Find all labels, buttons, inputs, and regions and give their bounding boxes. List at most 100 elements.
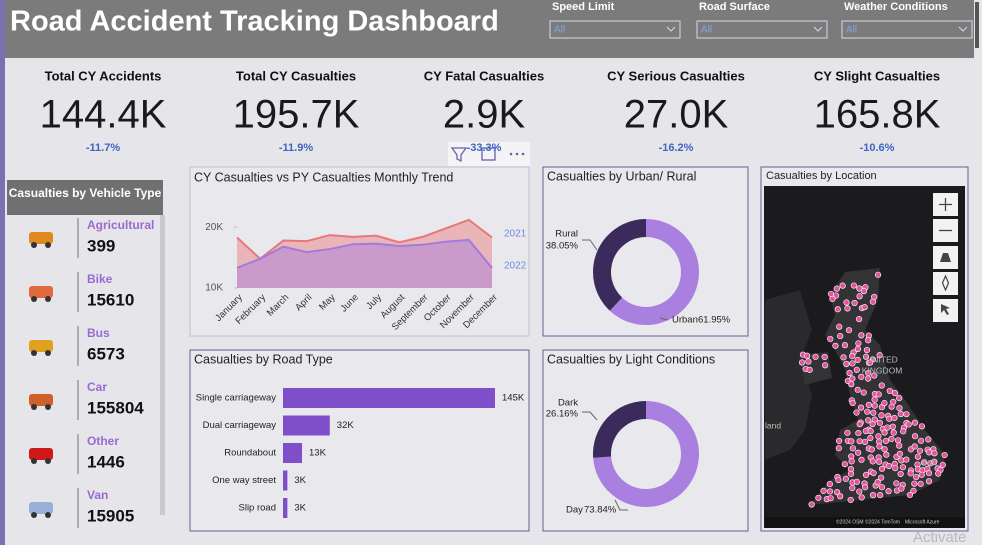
line xyxy=(236,218,493,261)
map-footer xyxy=(765,517,965,528)
location-dot xyxy=(841,461,848,468)
location-dot xyxy=(855,429,862,437)
location-dot xyxy=(836,323,843,330)
location-dot xyxy=(903,411,910,418)
kpi-value: 195.7K xyxy=(233,93,360,137)
location-dot xyxy=(898,485,905,492)
location-dot xyxy=(917,480,924,487)
kpi-change: -33.3% xyxy=(467,142,502,154)
slice-value: 61.95% xyxy=(698,315,731,326)
location-dot xyxy=(858,494,865,501)
vehicle-icon-wheel xyxy=(45,350,51,356)
compass[interactable] xyxy=(933,272,958,295)
location-dot xyxy=(856,488,863,495)
left-edge xyxy=(0,0,5,545)
vehicle-value: 155804 xyxy=(87,398,144,417)
location-dot xyxy=(837,493,844,500)
location-dot xyxy=(862,353,870,360)
location-dot xyxy=(900,428,907,435)
compass-icon xyxy=(941,274,950,292)
filter-dropdown[interactable] xyxy=(841,20,973,39)
chart-title: Casualties by Road Type xyxy=(194,352,333,366)
location-dot xyxy=(911,480,918,487)
location-dot xyxy=(868,446,875,453)
value-label: 145K xyxy=(502,393,525,404)
kpi-value: 144.4K xyxy=(40,93,167,137)
location-dot xyxy=(911,443,918,450)
location-dot xyxy=(805,358,812,365)
y-tick-label: Dual carriageway xyxy=(203,420,277,431)
location-dot xyxy=(858,456,865,463)
location-dot xyxy=(865,401,872,409)
location-dot xyxy=(881,429,888,436)
y-tick-label: 10K xyxy=(205,283,223,294)
map-label: don xyxy=(922,457,937,467)
donut-slice xyxy=(593,401,700,507)
location-dot xyxy=(907,470,914,477)
location-dot xyxy=(832,342,839,349)
location-dot xyxy=(855,340,862,347)
location-dot xyxy=(881,446,888,453)
location-dot xyxy=(878,484,886,491)
location-dot xyxy=(845,327,853,334)
chart-title: CY Casualties vs PY Casualties Monthly T… xyxy=(194,170,453,184)
location-dot xyxy=(864,337,872,344)
location-dot xyxy=(905,421,912,428)
location-dot xyxy=(854,356,861,364)
location-dot xyxy=(848,438,855,445)
vehicle-value: 1446 xyxy=(87,452,125,471)
filter-icon[interactable] xyxy=(450,147,468,163)
kpi-change: -16.2% xyxy=(659,142,694,154)
location-dot xyxy=(849,353,856,360)
location-dot xyxy=(884,424,891,431)
value-label: 13K xyxy=(309,448,327,459)
vehicle-value: 15905 xyxy=(87,506,134,525)
more-icon[interactable] xyxy=(509,152,525,156)
location-dot xyxy=(854,386,861,393)
location-dot xyxy=(857,404,865,411)
chart-title: Casualties by Light Conditions xyxy=(547,352,715,366)
vehicle-icon-wheel xyxy=(45,458,51,464)
location-dot xyxy=(890,429,897,436)
location-dot xyxy=(856,285,863,292)
focus-icon[interactable] xyxy=(481,147,496,161)
area xyxy=(237,219,492,288)
vehicle-icon xyxy=(29,232,53,244)
dropdown-arrow xyxy=(958,26,968,32)
location-dot xyxy=(858,332,865,339)
visual-toolbar xyxy=(448,142,530,166)
location-dot xyxy=(889,423,896,430)
location-dot xyxy=(869,458,876,465)
vehicle-icon xyxy=(29,286,53,298)
location-dot xyxy=(878,382,885,389)
location-dot xyxy=(849,375,856,382)
location-dot xyxy=(870,469,877,477)
map-label: KINGDOM xyxy=(862,365,903,375)
location-dot xyxy=(918,471,925,478)
location-dot xyxy=(856,421,863,428)
location-dot xyxy=(918,423,926,430)
location-dot xyxy=(906,491,914,499)
bar xyxy=(283,443,303,463)
filter-dropdown[interactable] xyxy=(549,20,681,39)
vehicle-value: 399 xyxy=(87,236,115,255)
y-tick-label: 20K xyxy=(205,222,223,233)
header-scrollbar xyxy=(975,2,979,48)
kpi-change: -11.7% xyxy=(86,142,120,154)
location-dot xyxy=(856,438,863,445)
panel xyxy=(189,166,530,337)
attribution: Microsoft Azure xyxy=(905,519,940,525)
filter-dropdown[interactable] xyxy=(696,20,828,39)
bar xyxy=(283,498,288,518)
location-dot xyxy=(870,409,877,416)
location-dot xyxy=(798,359,806,366)
location-dot xyxy=(844,429,851,436)
select-icon xyxy=(941,304,950,315)
location-dot xyxy=(925,449,933,456)
location-dot xyxy=(867,434,874,442)
location-dot xyxy=(861,304,868,311)
donut-slice xyxy=(609,219,699,325)
location-dot xyxy=(854,345,862,353)
location-dot xyxy=(847,496,854,504)
location-dot xyxy=(914,453,922,460)
